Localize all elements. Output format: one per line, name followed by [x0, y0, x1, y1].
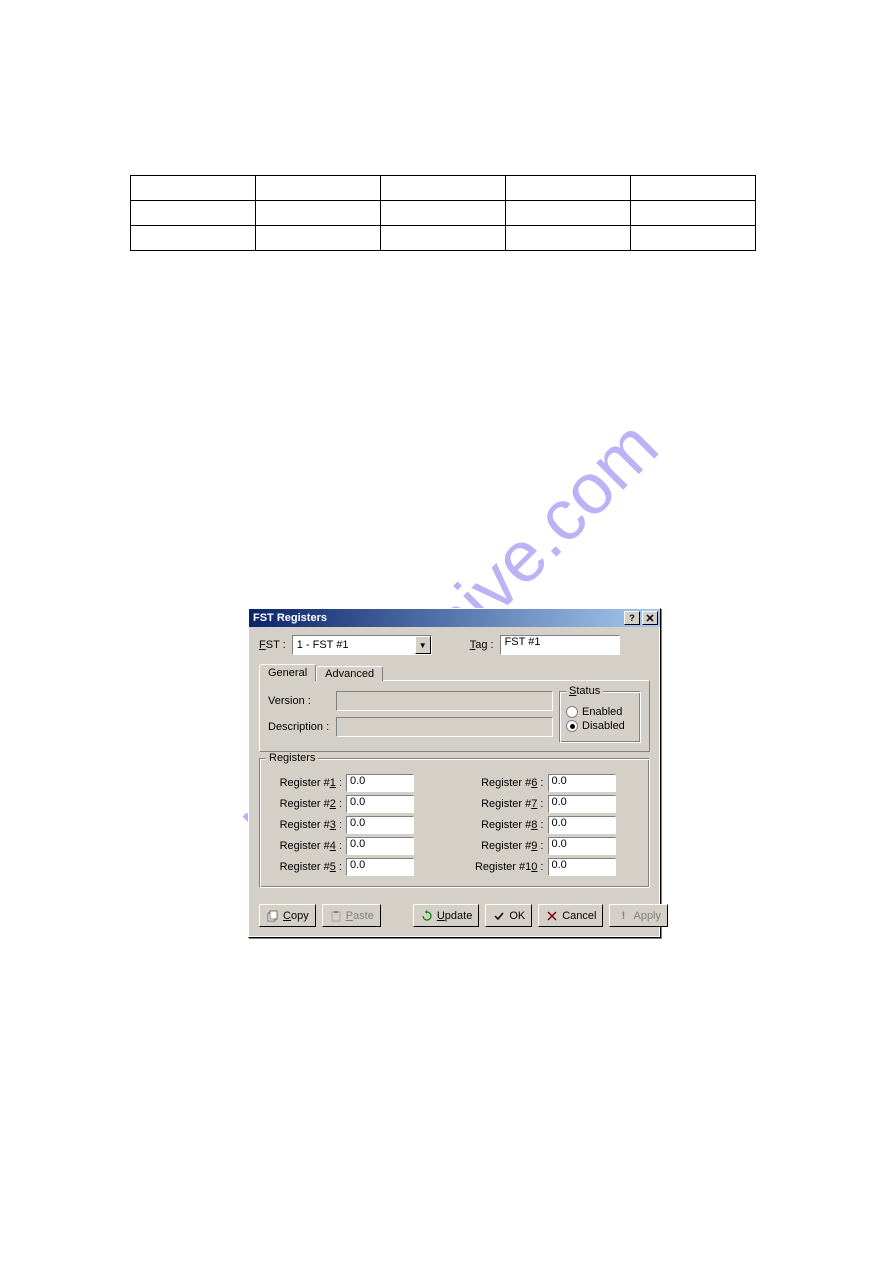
register-row: Register #2 : 0.0 [268, 795, 440, 813]
register-row: Register #6 : 0.0 [470, 774, 642, 792]
enabled-label: Enabled [582, 706, 622, 718]
register-label: Register #7 : [470, 798, 548, 810]
ok-label: OK [509, 910, 525, 922]
register-input[interactable]: 0.0 [346, 795, 414, 813]
register-input[interactable]: 0.0 [346, 858, 414, 876]
update-button[interactable]: Update [413, 904, 479, 927]
exclaim-icon: ! [616, 909, 630, 923]
copy-icon [266, 909, 280, 923]
register-row: Register #4 : 0.0 [268, 837, 440, 855]
paste-icon [329, 909, 343, 923]
close-button[interactable] [642, 611, 658, 625]
register-label: Register #10 : [470, 861, 548, 873]
cancel-button[interactable]: Cancel [538, 904, 603, 927]
chevron-down-icon[interactable]: ▼ [415, 636, 431, 654]
ok-button[interactable]: OK [485, 904, 532, 927]
status-legend: Status [566, 685, 603, 697]
dialog-body: FST : 1 - FST #1 ▼ Tag : FST #1 General … [249, 627, 660, 898]
register-input[interactable]: 0.0 [548, 795, 616, 813]
register-row: Register #1 : 0.0 [268, 774, 440, 792]
dialog-title: FST Registers [253, 612, 622, 624]
register-input[interactable]: 0.0 [548, 774, 616, 792]
empty-table [130, 175, 756, 251]
description-field [336, 717, 553, 737]
general-panel: Version : Description : Status Enabled D… [259, 680, 650, 752]
register-label: Register #2 : [268, 798, 346, 810]
fst-combo-value: 1 - FST #1 [293, 639, 415, 651]
table-row [131, 226, 756, 251]
fields-group: Version : Description : [268, 691, 553, 743]
fst-registers-dialog: FST Registers ? FST : 1 - FST #1 ▼ Tag :… [248, 608, 661, 938]
registers-col-left: Register #1 : 0.0 Register #2 : 0.0 Regi… [268, 771, 440, 879]
x-icon [545, 909, 559, 923]
registers-groupbox: Registers Register #1 : 0.0 Register #2 … [259, 758, 650, 888]
disabled-label: Disabled [582, 720, 625, 732]
status-groupbox: Status Enabled Disabled [559, 691, 641, 743]
register-label: Register #9 : [470, 840, 548, 852]
register-label: Register #3 : [268, 819, 346, 831]
register-row: Register #7 : 0.0 [470, 795, 642, 813]
table-row [131, 201, 756, 226]
registers-col-right: Register #6 : 0.0 Register #7 : 0.0 Regi… [470, 771, 642, 879]
registers-grid: Register #1 : 0.0 Register #2 : 0.0 Regi… [268, 771, 641, 879]
fst-label: FST : [259, 639, 286, 651]
version-row: Version : [268, 691, 553, 711]
register-row: Register #9 : 0.0 [470, 837, 642, 855]
tab-row: General Advanced [259, 664, 650, 681]
register-input[interactable]: 0.0 [346, 837, 414, 855]
description-row: Description : [268, 717, 553, 737]
tab-general[interactable]: General [259, 664, 316, 681]
register-input[interactable]: 0.0 [346, 816, 414, 834]
copy-button[interactable]: Copy [259, 904, 316, 927]
selector-row: FST : 1 - FST #1 ▼ Tag : FST #1 [259, 635, 650, 655]
tag-input[interactable]: FST #1 [500, 635, 620, 655]
register-input[interactable]: 0.0 [548, 858, 616, 876]
register-input[interactable]: 0.0 [346, 774, 414, 792]
radio-enabled[interactable]: Enabled [566, 706, 634, 718]
register-row: Register #3 : 0.0 [268, 816, 440, 834]
apply-button: ! Apply [609, 904, 668, 927]
register-label: Register #6 : [470, 777, 548, 789]
tab-advanced[interactable]: Advanced [316, 666, 383, 681]
table-row [131, 176, 756, 201]
cancel-label: Cancel [562, 910, 596, 922]
register-input[interactable]: 0.0 [548, 837, 616, 855]
version-field [336, 691, 553, 711]
register-row: Register #10 : 0.0 [470, 858, 642, 876]
radio-icon [566, 720, 578, 732]
check-icon [492, 909, 506, 923]
help-button[interactable]: ? [624, 611, 640, 625]
tag-label: Tag : [470, 639, 494, 651]
apply-label: Apply [633, 910, 661, 922]
radio-disabled[interactable]: Disabled [566, 720, 634, 732]
register-row: Register #8 : 0.0 [470, 816, 642, 834]
register-label: Register #5 : [268, 861, 346, 873]
register-label: Register #8 : [470, 819, 548, 831]
register-label: Register #4 : [268, 840, 346, 852]
register-input[interactable]: 0.0 [548, 816, 616, 834]
refresh-icon [420, 909, 434, 923]
paste-button: Paste [322, 904, 381, 927]
radio-icon [566, 706, 578, 718]
register-row: Register #5 : 0.0 [268, 858, 440, 876]
fst-combo[interactable]: 1 - FST #1 ▼ [292, 635, 432, 655]
button-bar: Copy Paste Update OK Cancel [249, 898, 660, 937]
version-label: Version : [268, 695, 336, 707]
description-label: Description : [268, 721, 336, 733]
titlebar: FST Registers ? [249, 609, 660, 627]
registers-legend: Registers [266, 752, 318, 764]
register-label: Register #1 : [268, 777, 346, 789]
